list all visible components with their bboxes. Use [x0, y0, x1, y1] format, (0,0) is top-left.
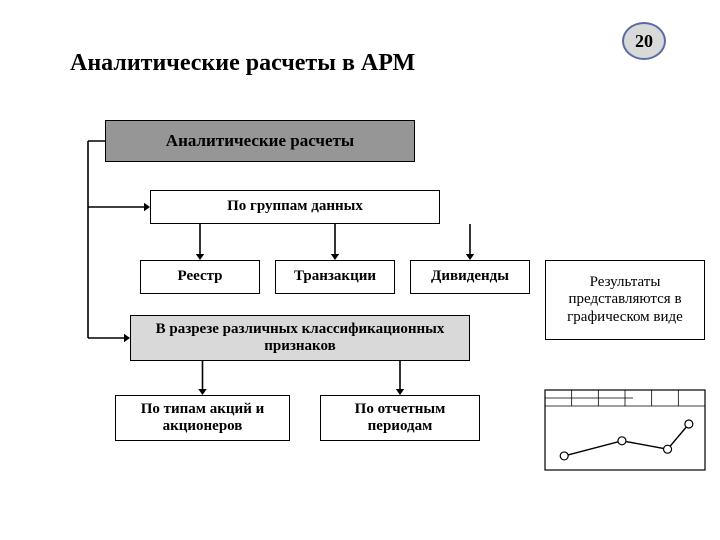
box-dividends: Дивиденды	[410, 260, 530, 294]
page-number: 20	[635, 31, 653, 52]
box-results-label: Результаты представляются в графическом …	[552, 274, 698, 326]
page-title: Аналитические расчеты в АРМ	[70, 50, 490, 77]
box-by-class-label: В разрезе различных классификационных пр…	[137, 321, 463, 356]
box-transactions-label: Транзакции	[294, 268, 376, 285]
box-by-share-types-label: По типам акций и акционеров	[122, 401, 283, 436]
box-by-class: В разрезе различных классификационных пр…	[130, 315, 470, 361]
box-results: Результаты представляются в графическом …	[545, 260, 705, 340]
box-by-groups-label: По группам данных	[227, 198, 363, 215]
box-registry: Реестр	[140, 260, 260, 294]
box-root-label: Аналитические расчеты	[166, 131, 354, 151]
box-by-periods-label: По отчетным периодам	[327, 401, 473, 436]
page-number-badge: 20	[622, 22, 666, 60]
box-root: Аналитические расчеты	[105, 120, 415, 162]
slide-stage: 20 Аналитические расчеты в АРМ Аналитиче…	[0, 0, 720, 540]
box-registry-label: Реестр	[177, 268, 222, 285]
box-transactions: Транзакции	[275, 260, 395, 294]
box-by-share-types: По типам акций и акционеров	[115, 395, 290, 441]
box-by-groups: По группам данных	[150, 190, 440, 224]
box-dividends-label: Дивиденды	[431, 268, 509, 285]
box-by-periods: По отчетным периодам	[320, 395, 480, 441]
